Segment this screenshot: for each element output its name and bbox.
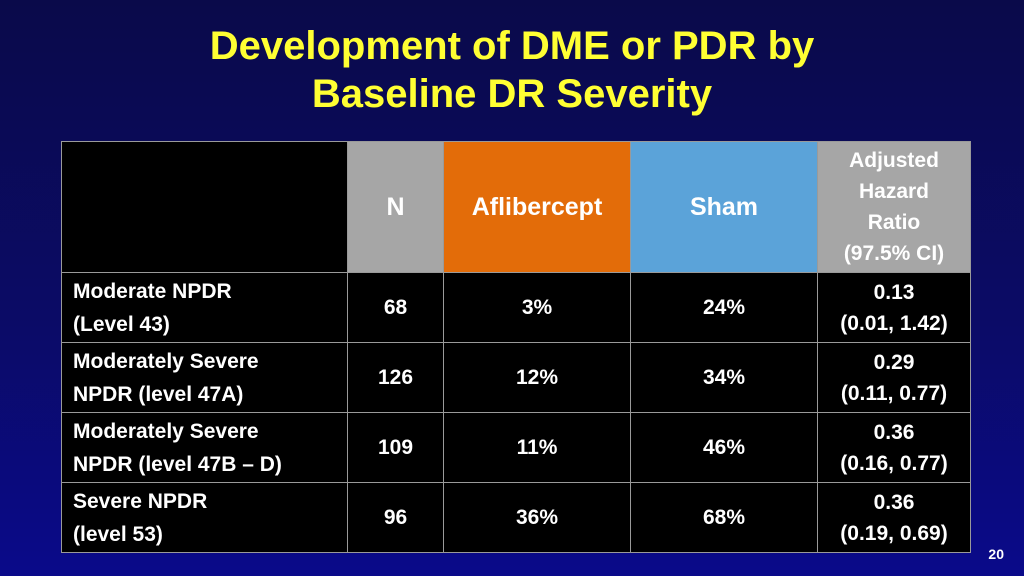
slide-title: Development of DME or PDR by Baseline DR… <box>0 22 1024 118</box>
cell-n: 109 <box>347 412 444 483</box>
cell-sham: 24% <box>630 272 818 343</box>
header-hazard-line-3: Ratio <box>867 211 921 234</box>
cell-aflibercept: 36% <box>443 482 631 553</box>
row-label: Moderately Severe NPDR (level 47A) <box>61 342 348 413</box>
header-sham: Sham <box>630 141 818 273</box>
cell-sham: 34% <box>630 342 818 413</box>
header-aflibercept: Aflibercept <box>443 141 631 273</box>
row-label-line-2: (level 53) <box>73 522 163 546</box>
header-n: N <box>347 141 444 273</box>
cell-hazard-ratio: 0.29 (0.11, 0.77) <box>817 342 971 413</box>
cell-hazard-ratio: 0.36 (0.16, 0.77) <box>817 412 971 483</box>
header-hazard-line-2: Hazard <box>858 180 930 203</box>
table-row: Severe NPDR (level 53) 96 36% 68% 0.36 (… <box>61 482 971 553</box>
cell-n: 68 <box>347 272 444 343</box>
hazard-ci: (0.16, 0.77) <box>840 451 948 475</box>
row-label-line-2: (Level 43) <box>73 312 170 336</box>
hazard-ci: (0.19, 0.69) <box>840 521 948 545</box>
hazard-ci: (0.01, 1.42) <box>840 311 948 335</box>
cell-hazard-ratio: 0.13 (0.01, 1.42) <box>817 272 971 343</box>
cell-sham: 46% <box>630 412 818 483</box>
header-hazard-ratio: Adjusted Hazard Ratio (97.5% CI) <box>817 141 971 273</box>
header-hazard-line-1: Adjusted <box>849 149 939 172</box>
slide-title-line-2: Baseline DR Severity <box>311 72 713 116</box>
hazard-value: 0.36 <box>873 490 915 514</box>
cell-sham: 68% <box>630 482 818 553</box>
cell-aflibercept: 11% <box>443 412 631 483</box>
row-label: Severe NPDR (level 53) <box>61 482 348 553</box>
cell-n: 96 <box>347 482 444 553</box>
row-label: Moderately Severe NPDR (level 47B – D) <box>61 412 348 483</box>
cell-aflibercept: 3% <box>443 272 631 343</box>
table-header-row: N Aflibercept Sham Adjusted Hazard Ratio… <box>61 141 971 273</box>
hazard-ci: (0.11, 0.77) <box>840 381 948 405</box>
results-table: N Aflibercept Sham Adjusted Hazard Ratio… <box>61 141 971 553</box>
slide-title-line-1: Development of DME or PDR by <box>209 24 815 68</box>
row-label: Moderate NPDR (Level 43) <box>61 272 348 343</box>
cell-aflibercept: 12% <box>443 342 631 413</box>
hazard-value: 0.13 <box>873 280 915 304</box>
row-label-line-1: Moderately Severe <box>73 349 259 373</box>
page-number: 20 <box>988 546 1004 562</box>
header-hazard-line-4: (97.5% CI) <box>843 242 945 265</box>
row-label-line-2: NPDR (level 47A) <box>73 382 244 406</box>
table-row: Moderately Severe NPDR (level 47B – D) 1… <box>61 412 971 483</box>
hazard-value: 0.36 <box>873 420 915 444</box>
row-label-line-2: NPDR (level 47B – D) <box>73 452 282 476</box>
row-label-line-1: Moderately Severe <box>73 419 259 443</box>
table-row: Moderate NPDR (Level 43) 68 3% 24% 0.13 … <box>61 272 971 343</box>
table-row: Moderately Severe NPDR (level 47A) 126 1… <box>61 342 971 413</box>
cell-n: 126 <box>347 342 444 413</box>
row-label-line-1: Severe NPDR <box>73 489 208 513</box>
hazard-value: 0.29 <box>873 350 915 374</box>
row-label-line-1: Moderate NPDR <box>73 279 232 303</box>
cell-hazard-ratio: 0.36 (0.19, 0.69) <box>817 482 971 553</box>
header-blank-cell <box>61 141 348 273</box>
